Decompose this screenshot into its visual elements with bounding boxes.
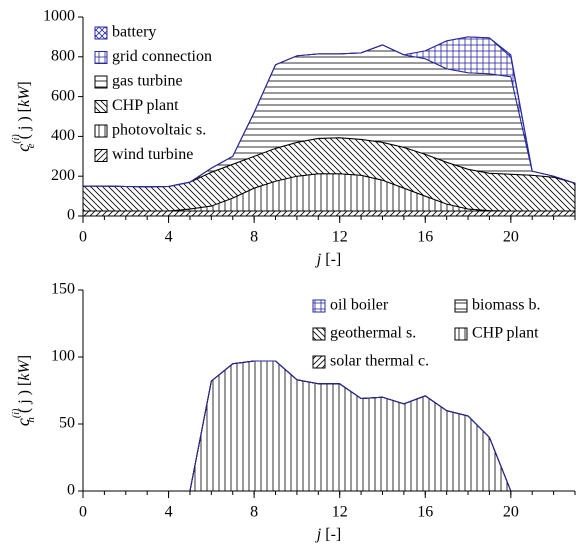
x-tick-label: 8 [250,504,258,521]
x-tick-label: 16 [417,229,433,246]
x-tick-label: 4 [165,229,173,246]
legend-swatch [94,149,108,162]
y-tick-label: 1000 [43,8,75,25]
legend-swatch [312,327,326,341]
y-label: c(i)e( j ) [kW] [11,81,36,152]
x-tick-label: 0 [79,504,87,521]
y-tick-label: 0 [67,482,75,499]
area [83,360,575,492]
legend-label: gas turbine [112,73,183,90]
legend-swatch [94,100,108,113]
x-tick-label: 4 [165,504,173,521]
legend-label: wind turbine [112,146,193,163]
x-tick-label: 20 [503,229,519,246]
legend-swatch [94,75,108,89]
area [83,360,575,492]
y-tick-label: 400 [51,127,75,144]
x-tick-label: 20 [503,504,519,521]
area [82,210,576,217]
x-tick-label: 12 [332,229,348,246]
y-label: c(i)h( j ) [kW] [11,355,36,426]
y-tick-label: 800 [51,47,75,64]
legend-swatch [312,299,326,313]
x-tick-label: 12 [332,504,348,521]
legend-label: CHP plant [472,325,539,342]
legend-swatch [94,26,108,40]
legend-label: geothermal s. [330,325,416,342]
legend-swatch [454,299,468,313]
legend-swatch [94,124,108,138]
legend-swatch [312,355,326,369]
legend-label: photovoltaic s. [112,122,206,139]
y-tick-label: 100 [51,348,75,365]
area [83,36,576,188]
legend-label: solar thermal c. [330,353,429,370]
x-label: j [-] [315,526,341,543]
legend-label: oil boiler [330,297,389,314]
y-tick-label: 0 [67,207,75,224]
legend-swatch [454,327,468,341]
y-tick-label: 600 [51,87,75,104]
y-tick-label: 50 [59,415,75,432]
x-label: j [-] [315,251,341,268]
legend-label: battery [112,24,156,41]
legend-swatch [94,51,108,64]
x-tick-label: 16 [417,504,433,521]
x-tick-label: 0 [79,229,87,246]
y-tick-label: 200 [51,167,75,184]
x-tick-label: 8 [250,229,258,246]
legend-label: CHP plant [112,97,179,114]
legend-label: grid connection [112,48,212,65]
y-tick-label: 150 [51,281,75,298]
legend-label: biomass b. [472,297,540,314]
